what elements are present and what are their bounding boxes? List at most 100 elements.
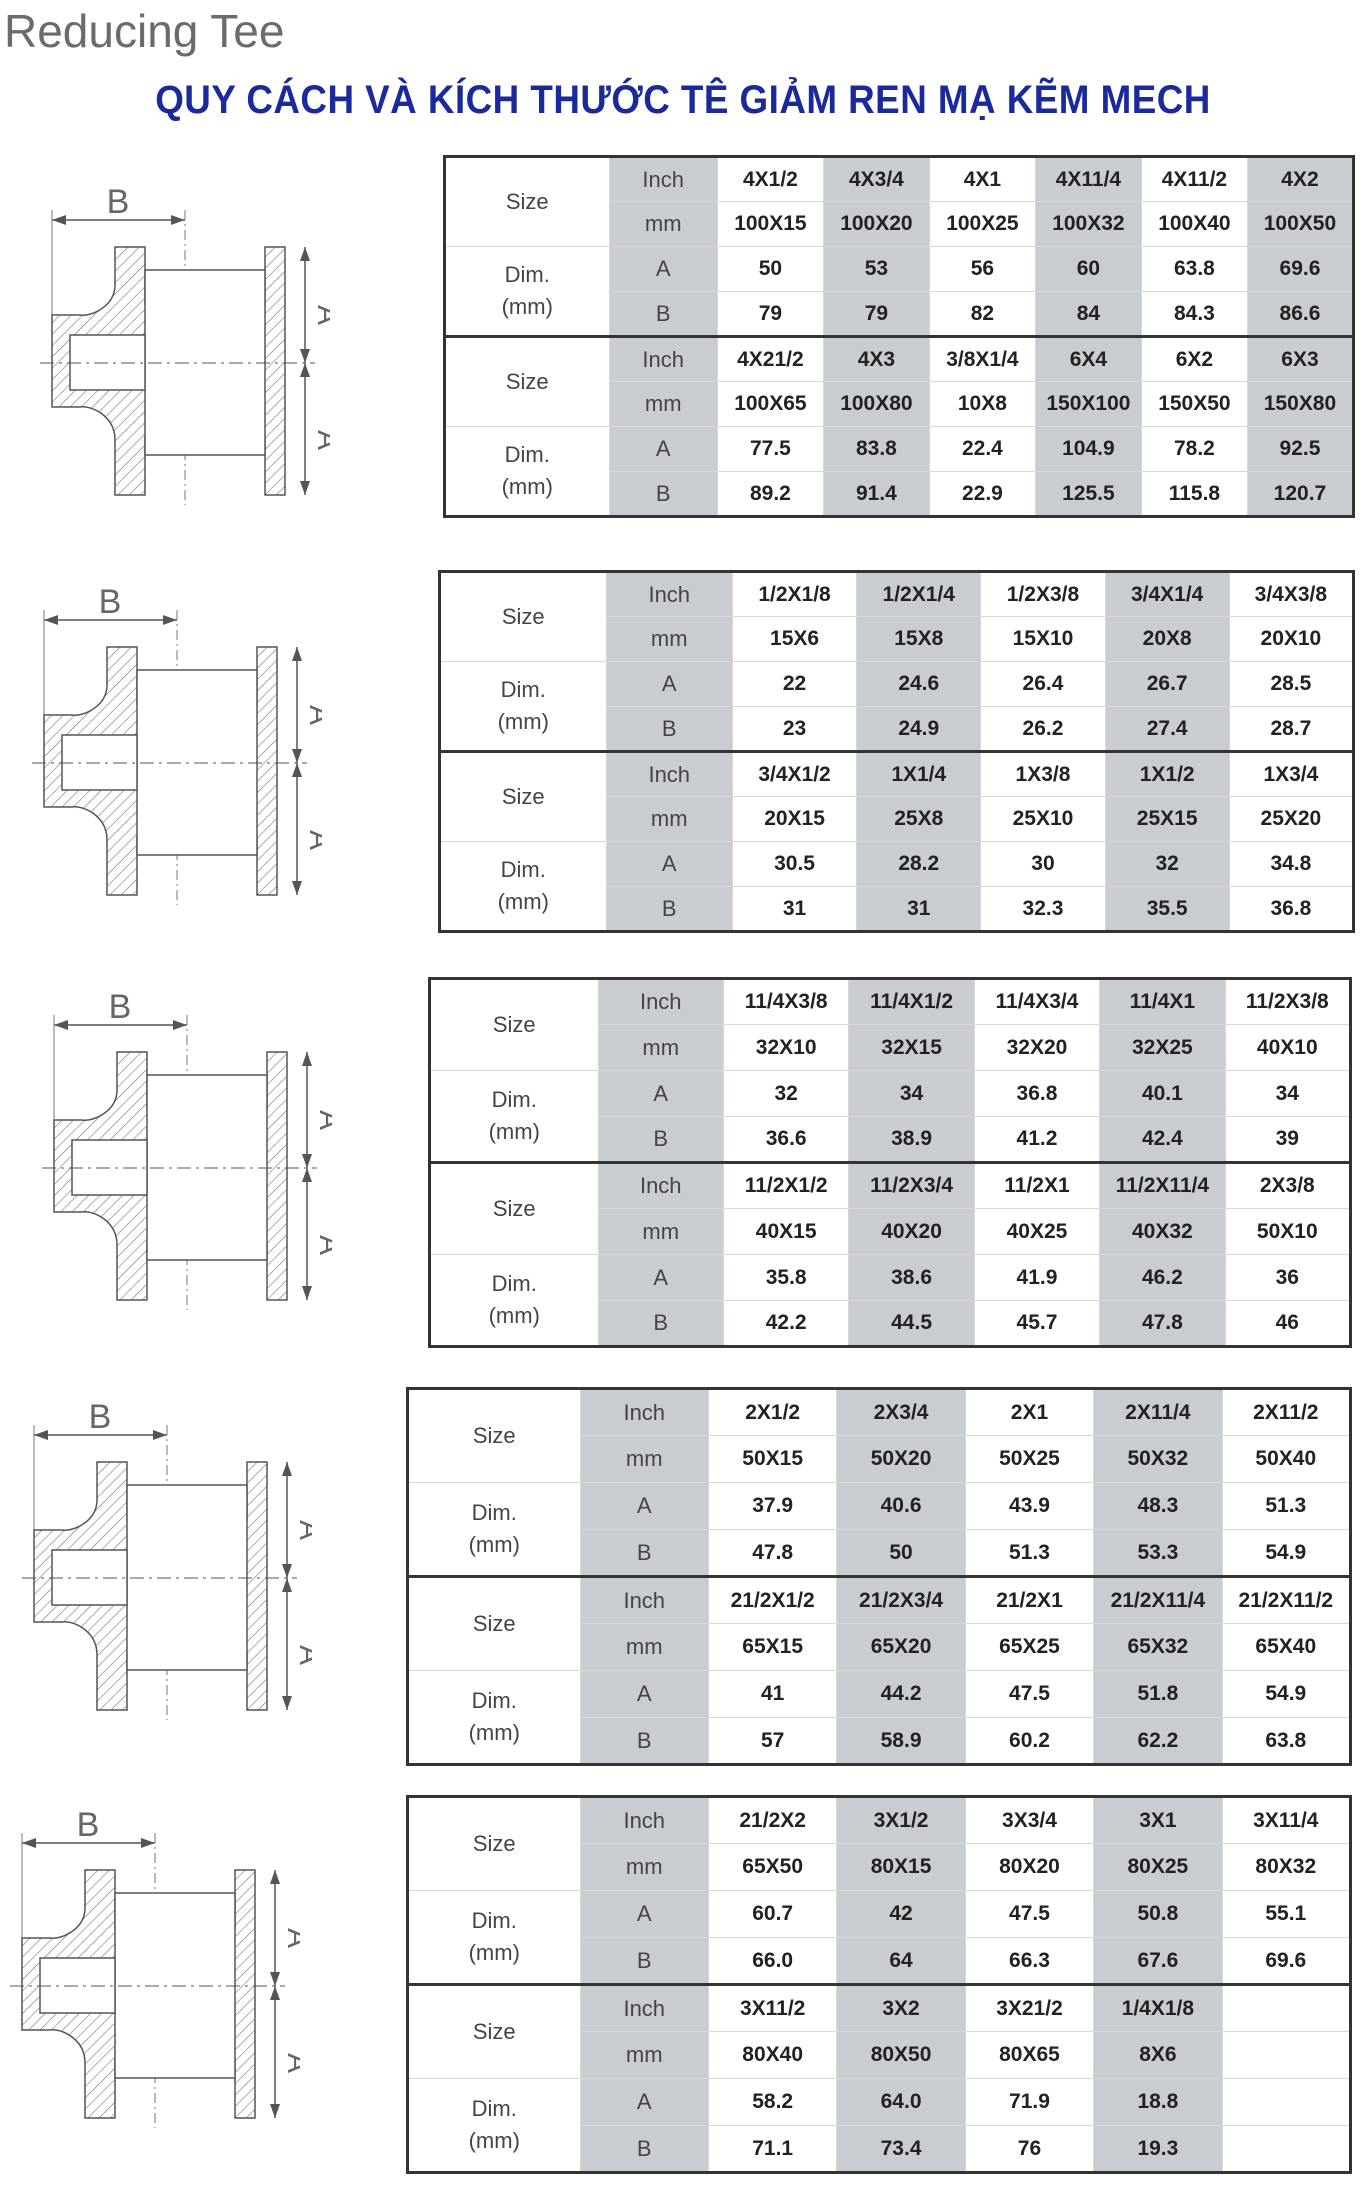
b-label: B — [597, 1116, 724, 1163]
row-mm: mm 100X65 100X80 10X8 150X100 150X50 150X80 — [445, 381, 1355, 427]
row-mm: mm 20X15 25X8 25X10 25X15 25X20 — [440, 796, 1355, 842]
inch-cell: 1/2X1/4 — [856, 571, 982, 617]
inch-cell: 6X2 — [1140, 335, 1248, 382]
mm-cell: 65X32 — [1093, 1623, 1223, 1671]
b-cell: 39 — [1224, 1116, 1352, 1163]
b-cell: 82 — [928, 291, 1036, 337]
b-cell: 79 — [822, 291, 930, 337]
inch-cell: 3X1 — [1093, 1796, 1223, 1844]
mm-cell: 80X65 — [964, 2031, 1095, 2079]
b-label: B — [608, 291, 718, 337]
dim-label: Dim. (mm) — [407, 1482, 581, 1577]
b-cell: 22.9 — [928, 471, 1036, 517]
b-cell: 76 — [964, 2125, 1095, 2173]
mm-cell: 8X6 — [1093, 2031, 1223, 2079]
dim-unit-label: (mm) — [468, 1532, 520, 1557]
mm-cell: 50X15 — [707, 1435, 838, 1483]
inch-cell: 3X11/4 — [1221, 1796, 1352, 1844]
row-a: Dim. (mm) A 37.9 40.6 43.9 48.3 51.3 — [407, 1482, 1352, 1577]
mm-cell: 50X32 — [1093, 1435, 1223, 1483]
a-cell: 35.8 — [722, 1254, 850, 1301]
b-cell: 31 — [731, 886, 858, 932]
a-cell: 34 — [1224, 1070, 1352, 1117]
dim-label-text: Dim. — [471, 1688, 517, 1714]
mm-cell: 80X25 — [1093, 1843, 1223, 1891]
inch-label: Inch — [579, 1796, 709, 1844]
mm-cell: 100X65 — [716, 381, 824, 427]
mm-label: mm — [605, 616, 733, 662]
inch-cell: 21/2X11/2 — [1221, 1575, 1352, 1624]
inch-cell: 1/2X1/8 — [731, 571, 858, 617]
mm-cell: 50X40 — [1221, 1435, 1352, 1483]
mm-label: mm — [608, 201, 718, 247]
label-a: A — [303, 705, 322, 725]
b-cell: 73.4 — [836, 2125, 966, 2173]
row-a: Dim. (mm) A 58.2 64.0 71.9 18.8 — [407, 2078, 1352, 2173]
a-cell: 30 — [980, 841, 1106, 887]
a-label: A — [605, 661, 733, 707]
label-a: A — [311, 430, 330, 450]
inch-cell: 11/4X1/2 — [848, 978, 975, 1025]
a-cell: 83.8 — [822, 426, 930, 472]
a-cell: 77.5 — [716, 426, 824, 472]
a-cell: 64.0 — [836, 2078, 966, 2126]
inch-cell: 11/2X3/4 — [848, 1161, 975, 1209]
mm-cell: 150X50 — [1140, 381, 1248, 427]
inch-cell: 1X1/2 — [1104, 750, 1230, 797]
page-title: Reducing Tee — [4, 5, 285, 57]
inch-cell: 1X1/4 — [856, 750, 982, 797]
a-cell: 60.7 — [707, 1890, 838, 1938]
dim-label: Dim. (mm) — [444, 246, 610, 337]
size-label: Size — [439, 571, 607, 662]
a-cell: 30.5 — [731, 841, 858, 887]
a-cell: 55.1 — [1221, 1890, 1352, 1938]
a-cell: 40.6 — [836, 1482, 966, 1530]
a-label: A — [579, 1890, 709, 1938]
a-cell: 47.5 — [964, 1670, 1095, 1718]
a-cell: 48.3 — [1093, 1482, 1223, 1530]
mm-cell: 65X50 — [707, 1843, 838, 1891]
mm-label: mm — [579, 1435, 709, 1483]
row-b: B 79 79 82 84 84.3 86.6 — [445, 291, 1355, 337]
a-cell: 43.9 — [964, 1482, 1095, 1530]
row-mm: mm 65X50 80X15 80X20 80X25 80X32 — [408, 1843, 1352, 1891]
a-cell: 60 — [1034, 246, 1142, 292]
b-cell — [1221, 2125, 1352, 2173]
dim-label: Dim. (mm) — [439, 841, 607, 932]
b-label: B — [608, 471, 718, 517]
spec-table-5: Size Inch 21/2X2 3X1/2 3X3/4 3X1 3X11/4 mm 65X50… — [406, 1795, 1352, 2174]
dim-label: Dim. (mm) — [407, 1890, 581, 1985]
mm-cell: 25X20 — [1228, 796, 1355, 842]
dim-unit-label: (mm) — [501, 294, 553, 319]
mm-cell: 80X15 — [836, 1843, 966, 1891]
inch-cell: 3X2 — [836, 1983, 966, 2032]
inch-cell: 21/2X3/4 — [836, 1575, 966, 1624]
mm-cell: 20X10 — [1228, 616, 1355, 662]
inch-cell: 4X3 — [822, 335, 930, 382]
spec-table-4: Size Inch 2X1/2 2X3/4 2X1 2X11/4 2X11/2 mm 50X15… — [406, 1387, 1352, 1766]
inch-cell: 3X1/2 — [836, 1796, 966, 1844]
b-cell: 44.5 — [848, 1300, 975, 1347]
row-mm: mm 65X15 65X20 65X25 65X32 65X40 — [408, 1623, 1352, 1671]
a-cell: 26.4 — [980, 661, 1106, 707]
mm-cell — [1221, 2031, 1352, 2079]
spec-table-1: Size Inch 4X1/2 4X3/4 4X1 4X11/4 4X11/2 4X2 mm 10… — [443, 155, 1355, 518]
a-label: A — [597, 1254, 724, 1301]
label-a: A — [281, 2053, 300, 2073]
dim-unit-label: (mm) — [468, 2128, 520, 2153]
row-inch: Size Inch 1/2X1/8 1/2X1/4 1/2X3/8 3/4X1/4 3/4X… — [439, 571, 1355, 662]
row-mm: mm 100X15 100X20 100X25 100X32 100X40 100X50 — [445, 201, 1355, 247]
size-label: Size — [429, 1161, 599, 1255]
dim-label-text: Dim. — [500, 677, 546, 703]
a-cell: 47.5 — [964, 1890, 1095, 1938]
mm-label: mm — [579, 1843, 709, 1891]
b-cell: 71.1 — [707, 2125, 838, 2173]
b-cell: 38.9 — [848, 1116, 975, 1163]
b-cell: 91.4 — [822, 471, 930, 517]
a-cell: 41 — [707, 1670, 838, 1718]
inch-cell: 11/4X1 — [1099, 978, 1226, 1025]
mm-label: mm — [597, 1208, 724, 1255]
row-inch: Size Inch 4X21/2 4X3 3/8X1/4 6X4 6X2 6X3 — [444, 335, 1355, 427]
a-cell: 58.2 — [707, 2078, 838, 2126]
inch-label: Inch — [608, 156, 718, 202]
